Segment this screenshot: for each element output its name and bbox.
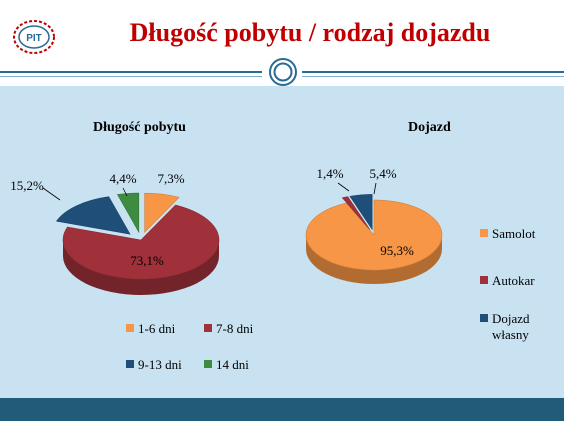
pie1-value-label-7-8-dni: 73,1%	[130, 253, 164, 268]
chart-title-dlugosc: Długość pobytu	[93, 120, 186, 135]
pie1-side-7-8-dni	[63, 240, 219, 295]
pie1-value-label-1-6-dni: 7,3%	[157, 171, 184, 186]
pie2-leader-autokar	[337, 182, 350, 192]
pie2-legend-label-samolot: Samolot	[492, 226, 536, 241]
pie2-slice-dojazd-własny	[349, 194, 373, 231]
pie1-slice-14-dni	[117, 192, 140, 234]
header-rule-right-thin	[302, 76, 564, 77]
svg-text:PIT: PIT	[26, 33, 42, 44]
slide-title: Długość pobytu / rodzaj dojazdu	[129, 18, 491, 47]
chart-title-dojazd: Dojazd	[408, 120, 451, 135]
pie1-legend-swatch-14-dni	[204, 360, 212, 368]
pie2-value-label-dojazd-własny: 5,4%	[369, 166, 396, 181]
pie1-slice-7-8-dni	[62, 204, 220, 280]
pie2-legend-swatch-samolot	[480, 229, 488, 237]
pie1-legend-swatch-9-13-dni	[126, 360, 134, 368]
pie1-legend-label-1-6-dni: 1-6 dni	[138, 321, 176, 336]
pie1-legend-label-14-dni: 14 dni	[216, 357, 249, 372]
footer-bar	[0, 398, 564, 421]
pie1-value-label-14-dni: 4,4%	[109, 171, 136, 186]
pie1-leader-14-dni	[122, 187, 128, 197]
pie2-slice-autokar	[341, 196, 371, 230]
pie1-legend-label-9-13-dni: 9-13 dni	[138, 357, 182, 372]
pie2-side-samolot	[306, 235, 442, 284]
header-rule-left	[0, 71, 262, 73]
pie1-slice-9-13-dni	[55, 196, 131, 235]
pie2-legend-label-dojazd-własny: Dojazd własny	[492, 311, 530, 342]
header-ring-ornament	[269, 58, 297, 86]
pie2-slice-samolot	[305, 199, 443, 271]
pie2-legend-swatch-autokar	[480, 276, 488, 284]
pie1-leader-9-13-dni	[42, 187, 61, 201]
pie1-legend-label-7-8-dni: 7-8 dni	[216, 321, 254, 336]
pie2-legend-label-autokar: Autokar	[492, 273, 535, 288]
header-rule-right	[302, 71, 564, 73]
pie2-leader-dojazd-własny	[373, 182, 377, 195]
pit-logo: PIT	[13, 20, 55, 54]
pie1-legend-swatch-1-6-dni	[126, 324, 134, 332]
pie2-legend-swatch-dojazd-własny	[480, 314, 488, 322]
pie2-value-label-samolot: 95,3%	[380, 243, 414, 258]
pie1-value-label-9-13-dni: 15,2%	[10, 178, 44, 193]
pie2-value-label-autokar: 1,4%	[316, 166, 343, 181]
header-rule-left-thin	[0, 76, 262, 77]
pie1-slice-1-6-dni	[144, 192, 180, 233]
pie1-legend-swatch-7-8-dni	[204, 324, 212, 332]
